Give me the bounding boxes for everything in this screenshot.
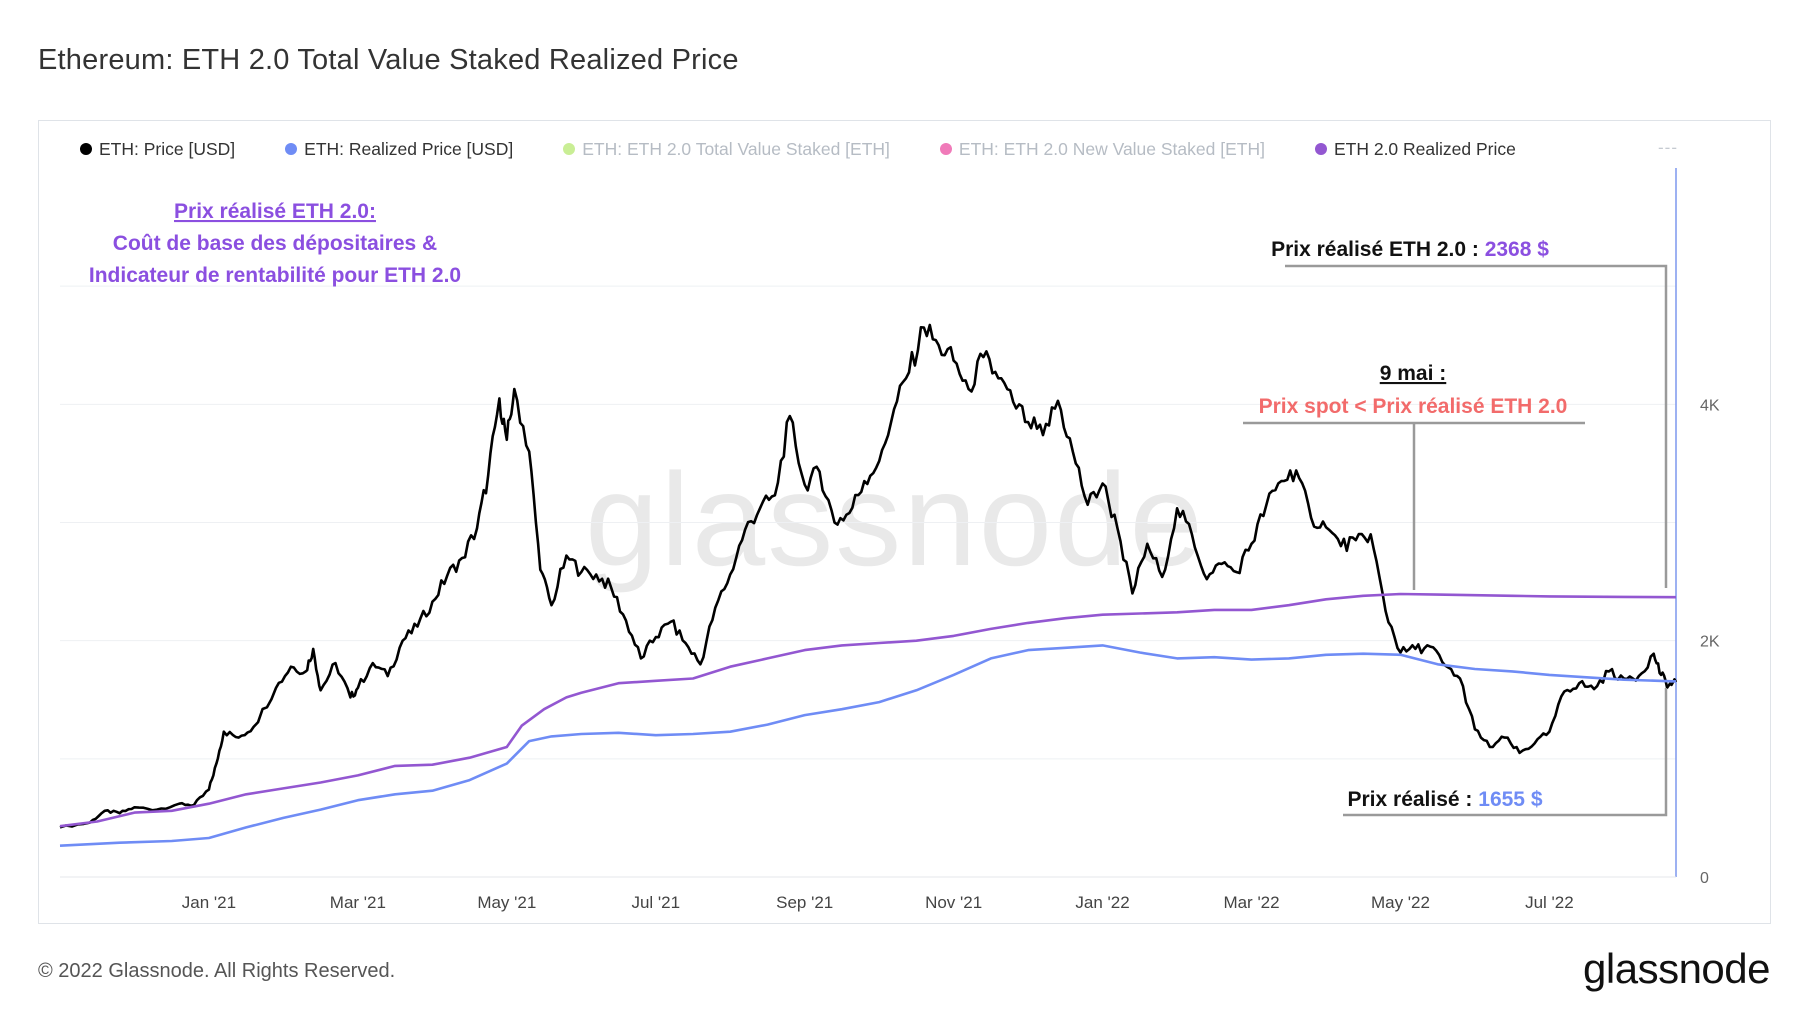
legend-label-total-value-staked: ETH: ETH 2.0 Total Value Staked [ETH] xyxy=(582,138,890,159)
legend-dot-total-value-staked xyxy=(563,143,576,155)
legend-dot-eth-price xyxy=(80,143,92,155)
annotation-line2: Coût de base des dépositaires & xyxy=(113,232,437,255)
may9-title: 9 mai : xyxy=(1380,362,1447,385)
realized-callout-line xyxy=(1343,688,1668,817)
legend-more-icon[interactable]: --- xyxy=(1658,138,1678,157)
legend-item-eth-price[interactable]: ETH: Price [USD] xyxy=(80,139,235,160)
x-tick-label: Mar '21 xyxy=(330,893,386,912)
legend-dot-eth2-realized-price xyxy=(1314,143,1327,155)
eth2-realized-label: Prix réalisé ETH 2.0 : xyxy=(1271,238,1479,261)
legend-label-eth-price: ETH: Price [USD] xyxy=(99,138,236,159)
legend-label-eth2-realized-price: ETH 2.0 Realized Price xyxy=(1333,138,1516,159)
series-lines xyxy=(59,323,1678,847)
eth-price-line xyxy=(59,323,1678,829)
legend-item-new-value-staked[interactable]: ETH: ETH 2.0 New Value Staked [ETH] xyxy=(939,138,1265,160)
grid-lines xyxy=(60,285,1676,760)
annotation-line3: Indicateur de rentabilité pour ETH 2.0 xyxy=(89,264,461,287)
annotation-heading: Prix réalisé ETH 2.0: xyxy=(174,200,376,223)
legend-item-realized-price[interactable]: ETH: Realized Price [USD] xyxy=(285,139,513,160)
legend-label-realized-price: ETH: Realized Price [USD] xyxy=(304,138,514,159)
watermark: glassnode xyxy=(585,446,1205,593)
x-tick-label: Jan '22 xyxy=(1075,893,1129,912)
may9-callout-line xyxy=(1243,421,1585,590)
legend-dot-new-value-staked xyxy=(939,143,952,155)
realized-price-line xyxy=(59,644,1677,847)
x-tick-label: Jan '21 xyxy=(182,893,236,912)
y-tick-label: 2K xyxy=(1700,634,1720,651)
eth2-realized-price-line xyxy=(59,592,1677,828)
eth2-realized-value: 2368 $ xyxy=(1485,238,1550,261)
x-tick-label: Nov '21 xyxy=(925,893,982,912)
realized-value: 1655 $ xyxy=(1478,788,1543,811)
footer-copyright: © 2022 Glassnode. All Rights Reserved. xyxy=(38,960,396,982)
eth2-callout-line xyxy=(1285,264,1668,588)
legend-dot-realized-price xyxy=(285,143,298,155)
legend-item-eth2-realized-price[interactable]: ETH 2.0 Realized Price xyxy=(1314,138,1516,160)
page-title: Ethereum: ETH 2.0 Total Value Staked Rea… xyxy=(38,44,739,76)
may9-text: Prix spot < Prix réalisé ETH 2.0 xyxy=(1259,395,1568,418)
axis-labels: 0 2K 4K Jan '21 Mar '21 May '21 Jul '21 Sep '21… xyxy=(182,397,1720,912)
x-tick-label: May '21 xyxy=(477,893,536,912)
chart-frame xyxy=(38,120,1771,924)
x-tick-label: Sep '21 xyxy=(776,893,833,912)
y-tick-label: 0 xyxy=(1700,870,1709,887)
glassnode-logo[interactable]: glassnode xyxy=(1583,945,1770,992)
eth2-realized-annotation: Prix réalisé ETH 2.0 : 2368 $ xyxy=(1271,238,1549,261)
legend-label-new-value-staked: ETH: ETH 2.0 New Value Staked [ETH] xyxy=(958,138,1265,159)
x-tick-label: Mar '22 xyxy=(1223,893,1279,912)
legend-item-total-value-staked[interactable]: ETH: ETH 2.0 Total Value Staked [ETH] xyxy=(563,139,890,160)
chart-legend: ETH: Price [USD] ETH: Realized Price [US… xyxy=(80,137,1566,161)
x-tick-label: Jul '21 xyxy=(631,893,680,912)
realized-annotation: Prix réalisé : 1655 $ xyxy=(1348,788,1543,811)
x-tick-label: Jul '22 xyxy=(1525,893,1574,912)
x-tick-label: May '22 xyxy=(1371,893,1430,912)
realized-label: Prix réalisé : xyxy=(1348,788,1473,811)
y-tick-label: 4K xyxy=(1700,397,1720,414)
